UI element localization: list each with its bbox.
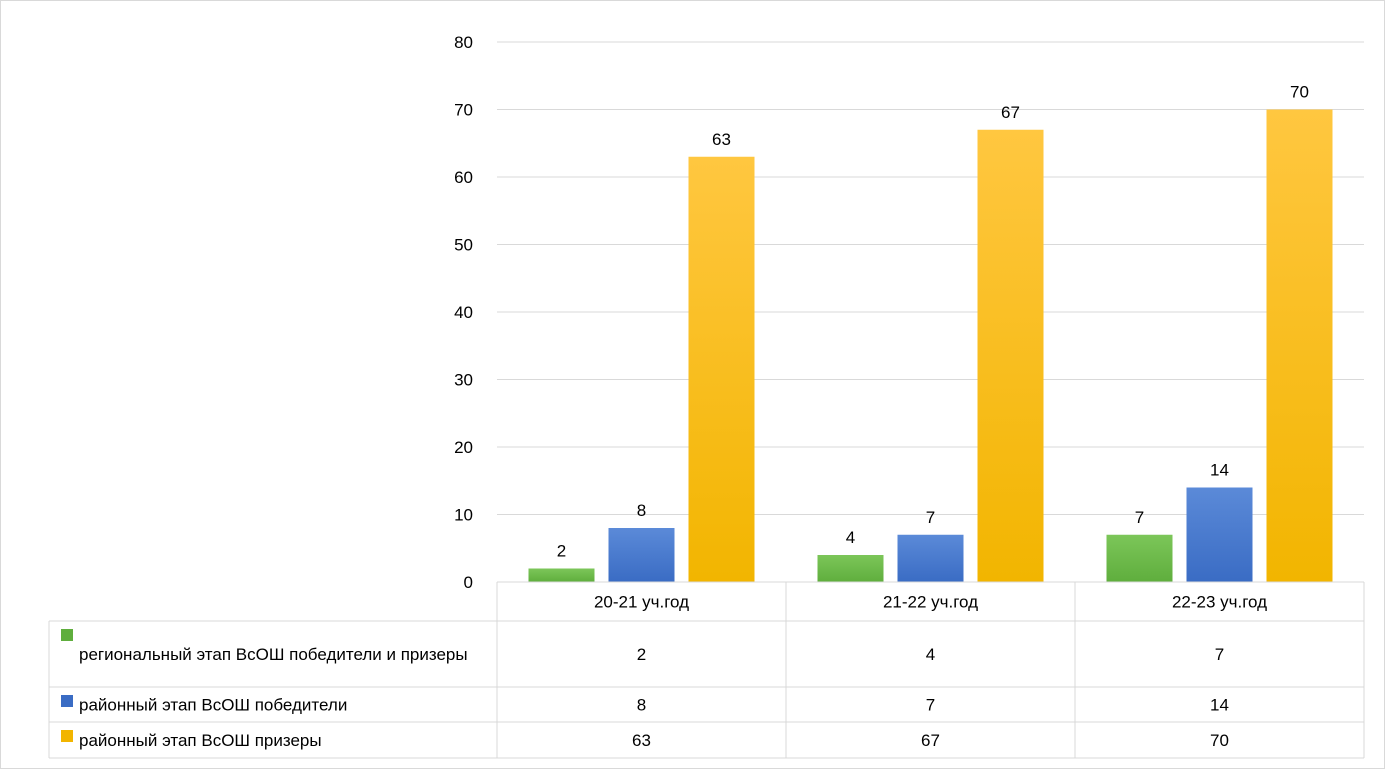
y-tick-label: 40 [454,303,473,322]
y-axis-ticks: 0 10 20 30 40 50 60 70 80 [454,33,473,592]
y-tick-label: 20 [454,438,473,457]
y-tick-label: 10 [454,506,473,525]
x-tick-label: 22-23 уч.год [1172,593,1267,612]
data-label: 67 [1001,103,1020,122]
bar [1186,487,1253,582]
y-tick-label: 0 [464,573,473,592]
data-label: 14 [1210,461,1229,480]
table-cell: 2 [637,645,646,664]
bar [608,528,675,582]
bar [897,534,964,582]
bar [1106,534,1173,582]
table-cell: 8 [637,696,646,715]
bar [817,555,884,582]
y-tick-label: 50 [454,236,473,255]
table-cell: 4 [926,645,935,664]
x-tick-label: 21-22 уч.год [883,593,978,612]
legend-label: районный этап ВсОШ победители [79,696,347,715]
bar [688,156,755,582]
data-label: 7 [1135,508,1144,527]
data-label: 4 [846,528,855,547]
data-label: 8 [637,501,646,520]
data-label: 2 [557,542,566,561]
table-cell: 63 [632,731,651,750]
y-tick-label: 80 [454,33,473,52]
data-table: 20-21 уч.год 21-22 уч.год 22-23 уч.год реги… [48,581,1365,759]
legend-label: региональный этап ВсОШ победители и приз… [79,645,468,664]
bar [977,129,1044,582]
bars [528,109,1333,582]
data-label: 70 [1290,83,1309,102]
y-tick-label: 30 [454,371,473,390]
table-cell: 7 [1215,645,1224,664]
table-cell: 70 [1210,731,1229,750]
data-labels: 2 8 63 4 7 67 7 14 70 [557,83,1309,561]
legend-swatch [61,629,73,641]
table-cell: 67 [921,731,940,750]
legend-label: районный этап ВсОШ призеры [79,731,322,750]
legend-swatch [61,695,73,707]
gridlines [497,41,1364,583]
table-cell: 14 [1210,696,1229,715]
legend-swatch [61,730,73,742]
y-tick-label: 70 [454,101,473,120]
x-tick-label: 20-21 уч.год [594,593,689,612]
bar [528,568,595,582]
y-tick-label: 60 [454,168,473,187]
table-cell: 7 [926,696,935,715]
bar [1266,109,1333,582]
data-label: 63 [712,130,731,149]
data-label: 7 [926,508,935,527]
